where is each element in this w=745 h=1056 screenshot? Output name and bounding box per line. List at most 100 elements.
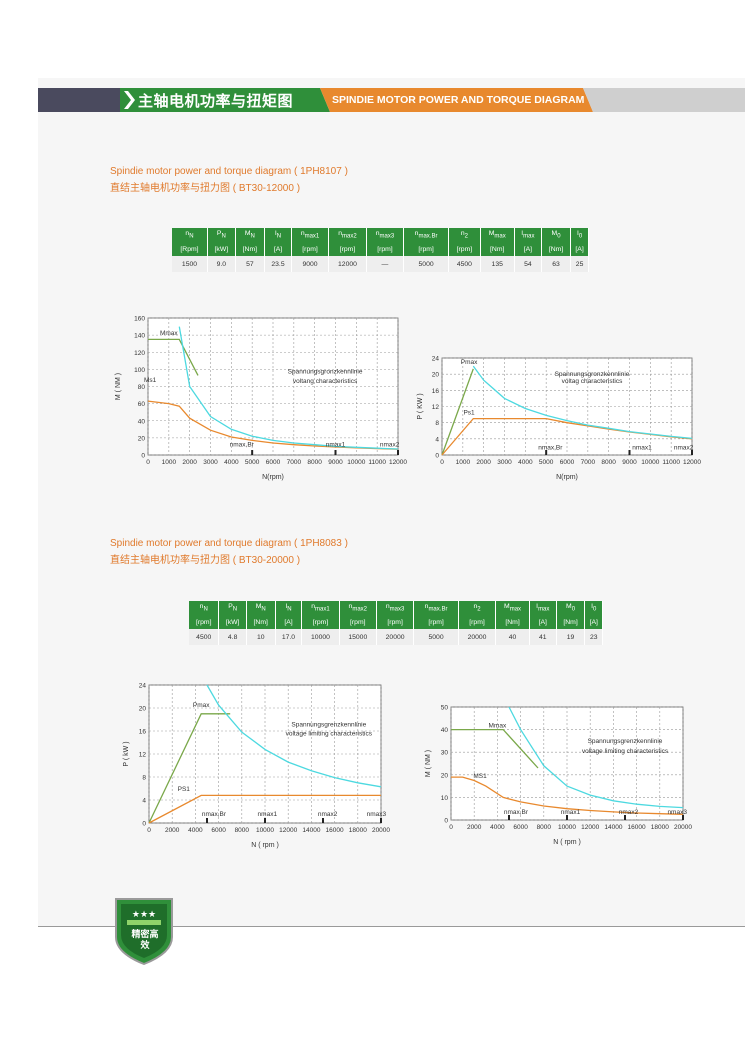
x-tick-label: 0 [147,827,151,834]
spec-symbol: I [536,603,539,611]
header-banner-shape [38,88,745,112]
spec-header-unit: [kW] [207,242,236,256]
section2-title-en: Spindie motor power and torque diagram (… [110,538,348,549]
chart-svg: 0 2000 4000 6000 8000 10000 12000 14000 16000 180… [123,683,390,850]
chart-annotation: Spannungsgrenzkennlinie [588,738,663,745]
y-axis-label: P ( kW ) [123,741,130,766]
spec-header-symbol: nmax1 [291,228,330,242]
chart-annotation: nmax1 [326,441,346,448]
chart-annotation: nmax2 [380,441,400,448]
y-tick-label: 4 [435,436,439,443]
spec-subscript: 0 [592,606,597,613]
spec-subscript: N [261,606,266,613]
y-tick-label: 0 [435,453,439,460]
spec-symbol: n [300,230,305,238]
nmax-marker [628,450,631,455]
chart-annotation: nmax,Br [230,441,255,448]
spec-value-cell: 4500 [189,629,220,645]
x-tick-label: 6000 [560,459,575,466]
x-axis-label: N ( rpm ) [553,839,581,846]
spec-symbol: I [576,230,579,238]
x-tick-label: 2000 [467,824,482,831]
x-tick-label: 12000 [683,459,701,466]
spec-subscript: N [221,233,226,240]
spec-header-symbol: nN [189,601,220,615]
spec-header-unit: [rpm] [328,242,367,256]
spec-header-unit: [Nm] [246,615,276,629]
spec-subscript: max3 [389,606,405,613]
spec-symbol: n [348,603,353,611]
spec-symbol: M [244,230,251,238]
section-header-banner [38,88,745,112]
chart-annotation: voltage limiting characteristics [582,748,669,755]
x-tick-label: 7000 [581,459,596,466]
section1-title-en: Spindie motor power and torque diagram (… [110,166,348,177]
spec-header-symbol: Imax [529,601,557,615]
chart-annotation: Spannungsgronzkennlinie [288,369,363,376]
spec-header-symbol: nmax3 [376,601,415,615]
spec-header-symbol: nN [172,228,208,242]
y-tick-label: 80 [138,384,146,391]
spec-header-symbol: IN [275,601,303,615]
spec-subscript: max3 [379,233,395,240]
y-tick-label: 24 [432,356,440,363]
spec-subscript: 0 [571,606,576,613]
y-tick-label: 40 [441,727,449,734]
chart-annotation: Mmax [489,722,507,729]
series-line [441,368,474,456]
spec-header-unit: [A] [570,242,589,256]
chart-annotation: nmax2 [674,444,694,451]
spec-header-unit: [Nm] [541,242,572,256]
spec-subscript: 2 [464,233,468,240]
chart-annotation: nmax1 [258,811,278,818]
x-tick-label: 8000 [601,459,616,466]
chart-annotation: nmax3 [667,809,687,816]
spec-header-unit: [rpm] [458,615,497,629]
spec-value-cell: 9.0 [207,256,236,272]
spec-subscript: 0 [578,233,583,240]
x-tick-label: 18000 [349,827,367,834]
x-tick-label: 8000 [537,824,552,831]
x-tick-label: 8000 [235,827,250,834]
x-tick-label: 16000 [326,827,344,834]
y-tick-label: 8 [142,775,146,782]
spec-subscript: 0 [557,233,561,240]
series-line [451,728,539,769]
x-tick-label: 9000 [328,459,343,466]
spec-header-symbol: IN [264,228,293,242]
nmax-marker [322,818,324,823]
spec-value-cell: 10000 [301,629,340,645]
chart-svg: 0 1000 2000 3000 4000 5000 6000 7000 8000 9000 100… [417,356,701,482]
spec-header-symbol: Imax [514,228,542,242]
spec-symbol: I [274,230,277,238]
spec-header-unit: [A] [584,615,603,629]
spec-header-symbol: MN [246,601,276,615]
y-tick-label: 20 [432,372,440,379]
spec-value-cell: 4.8 [218,629,247,645]
chart-annotation: nmax,Br [538,444,563,451]
spec-header-symbol: nmax3 [366,228,404,242]
spec-symbol: n [473,603,478,611]
spec-header-unit: [Rpm] [172,242,208,256]
chart-annotation: Pmax [461,359,478,366]
spec-header-unit: [Nm] [480,242,515,256]
spec-symbol: n [199,603,204,611]
spec-value-cell: 54 [514,256,542,272]
x-tick-label: 5000 [539,459,554,466]
y-tick-label: 10 [441,795,449,802]
x-tick-label: 3000 [497,459,512,466]
series-line [148,713,231,824]
spec-subscript: max2 [352,606,367,613]
series-line [451,776,684,815]
spec-value-cell: 5000 [403,256,450,272]
series-line [206,684,382,788]
nmax-marker [380,818,382,823]
spec-subscript: max [538,606,550,613]
section1-spec-table: nN PN MN IN nmax1 nmax2 nmax3 nmax.Br n2 Mmax Imax… [172,228,589,272]
x-tick-label: 2000 [476,459,491,466]
spec-subscript: max2 [342,233,357,240]
spec-header-symbol: nmax2 [328,228,367,242]
spec-value-cell: 1500 [172,256,208,272]
series-line [148,794,381,824]
spec-subscript: max.Br [418,233,438,240]
